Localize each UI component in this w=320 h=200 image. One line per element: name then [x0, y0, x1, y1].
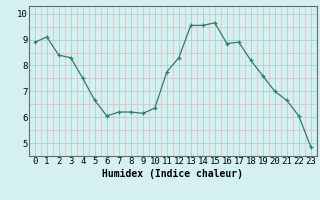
X-axis label: Humidex (Indice chaleur): Humidex (Indice chaleur) — [102, 169, 243, 179]
